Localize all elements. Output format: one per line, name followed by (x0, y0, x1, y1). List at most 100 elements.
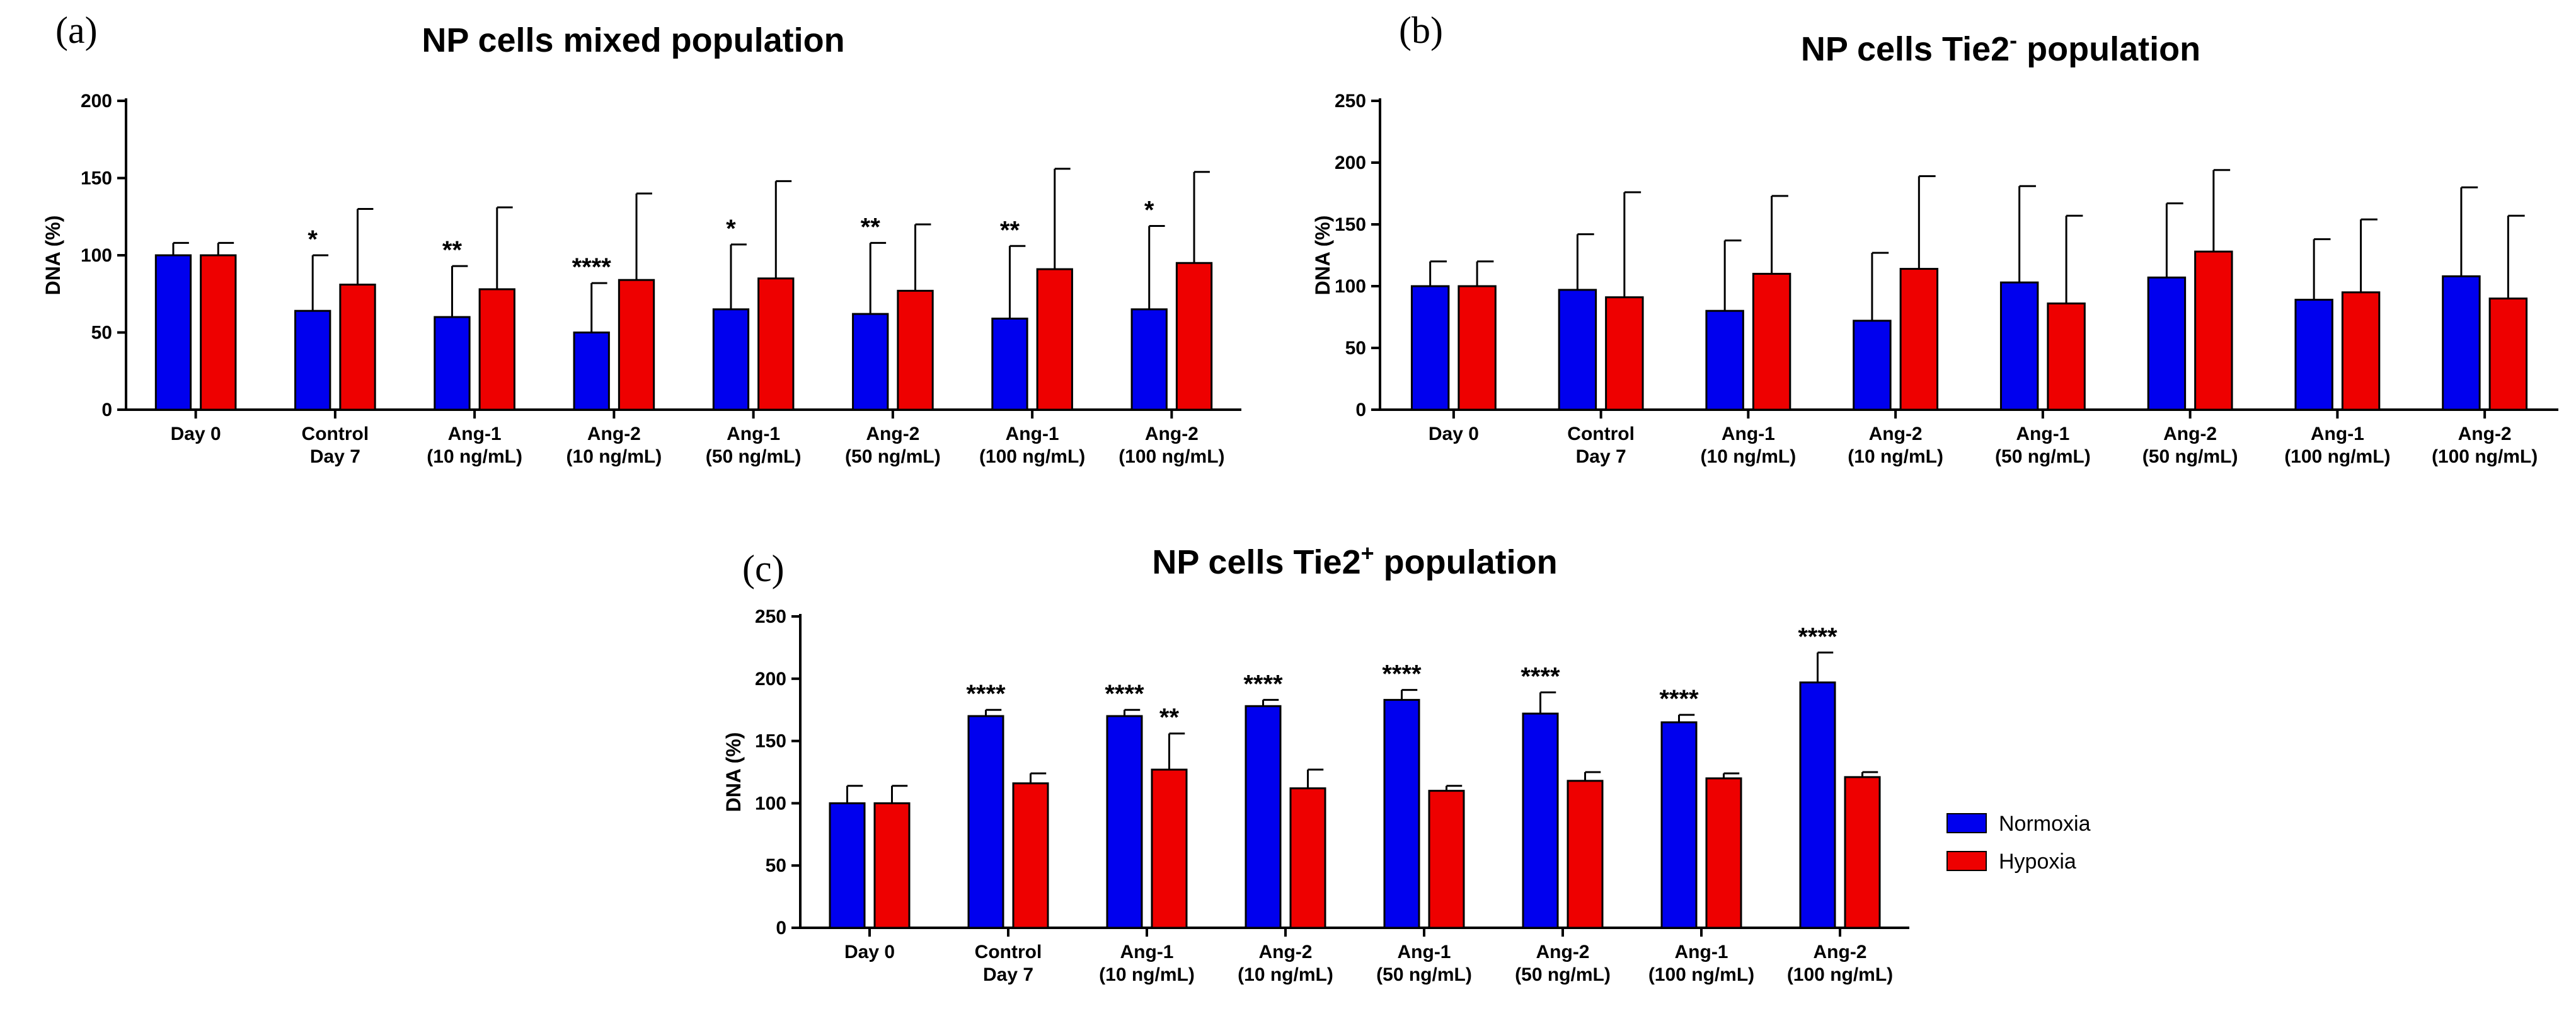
x-tick-label-line: Day 0 (1429, 424, 1479, 444)
legend-label-normoxia: Normoxia (1999, 812, 2091, 836)
normoxia-bar (2442, 275, 2481, 411)
hypoxia-bar (1605, 296, 1644, 411)
x-tick-label: Ang-1 (50 ng/mL) (706, 424, 802, 467)
y-tick-label: 50 (91, 323, 112, 344)
hypoxia-bar (200, 254, 237, 411)
legend: Normoxia Hypoxia (1946, 812, 2091, 874)
hypoxia-bar (478, 288, 515, 411)
x-tick-label-line: Control (302, 424, 369, 444)
y-tick-label: 250 (1335, 91, 1366, 112)
chart-panel-0: (a) NP cells mixed population DNA (%) 0 50 10… (42, 9, 1241, 467)
x-tick-label-line: Ang-1 (1006, 424, 1059, 444)
hypoxia-bar (1289, 787, 1326, 929)
x-tick-label-line: (100 ng/mL) (2432, 446, 2538, 467)
x-tick-label-line: Ang-2 (2458, 424, 2512, 444)
significance-marker: ** (1159, 704, 1180, 732)
x-tick-label: Day 0 (171, 424, 221, 444)
chart-title: NP cells Tie2+ population (1152, 540, 1557, 581)
x-tick-label-line: (100 ng/mL) (1787, 964, 1893, 985)
x-tick-label-line: Day 7 (310, 446, 360, 467)
hypoxia-bar (897, 289, 934, 411)
normoxia-bar (829, 802, 866, 929)
x-tick-label-line: (10 ng/mL) (566, 446, 662, 467)
x-tick-label: Ang-2 (50 ng/mL) (845, 424, 941, 467)
x-tick-label-line: Ang-2 (2163, 424, 2217, 444)
x-tick-label: Ang-2 (100 ng/mL) (1118, 424, 1224, 467)
x-tick-label-line: Ang-2 (1814, 942, 1867, 962)
chart-panel-2: (c) NP cells Tie2+ population DNA (%) 0 50 10… (722, 540, 1909, 985)
x-tick-label: Ang-2 (50 ng/mL) (2142, 424, 2238, 467)
x-tick-label-line: Day 0 (844, 942, 895, 962)
x-tick-label: Day 0 (844, 942, 895, 962)
normoxia-bar (1853, 320, 1892, 411)
x-tick-label-line: Control (975, 942, 1042, 962)
significance-marker: **** (1521, 663, 1560, 691)
hypoxia-bar (339, 284, 376, 411)
x-tick-label-line: Ang-2 (1536, 942, 1590, 962)
chart-title-superscript: - (2010, 27, 2017, 53)
x-tick-label-line: (50 ng/mL) (845, 446, 941, 467)
x-tick-label-line: (10 ng/mL) (1848, 446, 1943, 467)
chart-title-main: NP cells mixed population (422, 21, 844, 59)
hypoxia-bar (873, 802, 911, 929)
hypoxia-bar (1036, 268, 1073, 411)
x-tick-label-line: Ang-2 (1259, 942, 1313, 962)
significance-marker: ** (442, 236, 463, 264)
chart-title: NP cells mixed population (422, 21, 844, 59)
hypoxia-bar (2194, 250, 2233, 411)
normoxia-bar (712, 308, 750, 411)
normoxia-bar (1999, 281, 2039, 411)
hypoxia-bar (1705, 777, 1742, 929)
y-tick-label: 0 (776, 918, 786, 939)
hypoxia-bar (1752, 272, 1791, 411)
panel-letter: (c) (742, 548, 785, 589)
significance-marker: **** (1659, 685, 1699, 713)
x-tick-label-line: (100 ng/mL) (979, 446, 1085, 467)
x-tick-label: Ang-1 (10 ng/mL) (427, 424, 522, 467)
normoxia-bar (1410, 285, 1450, 411)
significance-marker: ** (1000, 216, 1020, 244)
normoxia-bar (1383, 698, 1420, 929)
normoxia-bar (1130, 308, 1168, 411)
chart-title-suffix: population (2017, 30, 2200, 68)
hypoxia-bar (1175, 262, 1213, 411)
significance-marker: **** (1798, 623, 1837, 650)
significance-marker: **** (1243, 670, 1283, 698)
x-tick-label: Ang-1 (10 ng/mL) (1099, 942, 1195, 985)
y-tick-label: 0 (1355, 400, 1366, 420)
panel-letter: (a) (55, 9, 98, 51)
hypoxia-bar (1899, 268, 1939, 411)
hypoxia-bar (1458, 285, 1497, 411)
x-tick-label-line: Ang-1 (1398, 942, 1451, 962)
hypoxia-bar (1567, 780, 1604, 929)
x-tick-label: Ang-2 (100 ng/mL) (1787, 942, 1893, 985)
chart-title: NP cells Tie2- population (1801, 27, 2200, 68)
x-tick-label: Ang-1 (50 ng/mL) (1376, 942, 1472, 985)
hypoxia-bar (1844, 776, 1881, 929)
normoxia-bar (991, 317, 1028, 411)
chart-title-main: NP cells Tie2 (1152, 543, 1360, 581)
normoxia-bar (294, 309, 331, 411)
normoxia-bar (1558, 289, 1597, 411)
x-tick-label-line: (50 ng/mL) (1995, 446, 2091, 467)
x-tick-label: Control Day 7 (975, 942, 1042, 985)
normoxia-bar (154, 254, 192, 411)
normoxia-bar (1522, 712, 1559, 929)
y-tick-label: 150 (755, 731, 786, 752)
normoxia-bar (2294, 299, 2333, 411)
x-tick-label: Ang-2 (100 ng/mL) (2432, 424, 2538, 467)
y-tick-label: 100 (81, 245, 112, 266)
normoxia-bar (2147, 276, 2187, 411)
x-tick-label: Ang-2 (50 ng/mL) (1515, 942, 1611, 985)
x-tick-label-line: Ang-1 (448, 424, 502, 444)
chart-panel-1: (b) NP cells Tie2- population DNA (%) 0 50 10… (1311, 9, 2558, 467)
x-tick-label-line: Ang-2 (1145, 424, 1199, 444)
x-tick-label: Ang-1 (100 ng/mL) (1648, 942, 1754, 985)
significance-marker: * (726, 215, 736, 243)
normoxia-bar (1660, 721, 1698, 929)
significance-marker: **** (1382, 661, 1422, 688)
normoxia-bar (967, 715, 1004, 929)
x-tick-label-line: Day 7 (1576, 446, 1626, 467)
y-axis-label: DNA (%) (42, 216, 64, 296)
